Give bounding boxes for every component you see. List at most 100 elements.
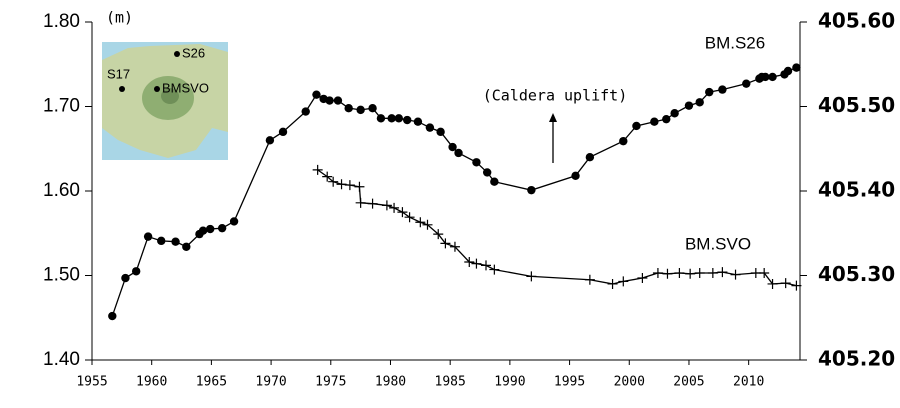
x-tick-label: 1995 [554,375,585,390]
marker [413,117,423,126]
x-tick-label: 2010 [733,375,764,390]
y-tick-label: 1.40 [43,349,80,370]
marker [425,123,435,132]
y-tick-label: 1.60 [43,180,80,201]
x-tick-label: 1975 [315,375,346,390]
annotation-arrowhead [549,113,557,122]
marker [415,217,426,228]
y2-tick-label: 405.60 [818,9,895,33]
marker [618,276,629,287]
y2-tick-label: 405.50 [818,93,895,117]
marker [312,90,321,99]
marker [387,114,396,123]
x-tick-label: 1990 [494,375,525,390]
x-tick-label: 1980 [375,375,406,390]
marker [404,212,415,223]
marker [571,171,580,180]
inset-peak [161,88,179,104]
inset-dot [119,86,125,92]
series-label: BM.SVO [685,234,751,253]
marker [367,198,378,209]
marker [322,171,333,182]
marker [674,267,685,278]
marker [526,271,537,282]
marker [670,109,679,118]
marker [198,226,208,235]
marker [354,181,365,192]
marker [684,101,694,110]
marker [632,121,641,131]
marker [527,185,536,195]
marker [464,256,475,267]
marker [791,280,802,291]
marker [489,264,500,275]
marker [718,85,727,94]
marker [312,164,323,175]
y-tick-label: 1.70 [43,96,80,117]
marker [402,115,412,125]
marker [662,268,673,279]
marker [121,273,130,283]
marker [448,142,457,152]
x-tick-label: 1965 [196,375,227,390]
marker [433,229,444,240]
marker [759,267,770,278]
y2-tick-label: 405.40 [818,178,895,202]
marker [301,107,310,116]
marker [355,197,366,208]
y-tick-label: 1.50 [43,265,80,286]
marker [333,96,343,105]
marker [394,114,404,123]
x-tick-label: 2000 [614,375,645,390]
inset-label: BMSVO [162,80,209,95]
marker [328,176,339,187]
marker [730,269,741,280]
marker [761,72,770,82]
marker [780,278,791,289]
x-tick-label: 1970 [255,375,286,390]
marker [707,267,718,278]
marker [585,153,595,162]
series-line [317,169,797,287]
marker [143,232,153,241]
marker [436,127,445,137]
marker [637,273,648,284]
x-tick-label: 2005 [673,375,704,390]
marker [217,223,227,233]
marker [742,79,751,88]
marker [471,258,482,269]
marker [440,238,451,249]
marker [472,158,481,167]
marker [397,207,408,218]
marker [389,202,400,213]
marker [650,117,659,126]
x-tick-label: 1955 [76,375,107,390]
marker [695,98,704,107]
marker [694,267,705,278]
marker [157,236,166,246]
y2-tick-label: 405.20 [818,347,895,371]
inset-dot [174,51,180,57]
marker [131,267,141,276]
inset-label: S26 [182,45,205,60]
y2-tick-label: 405.30 [818,262,895,286]
marker [325,96,334,105]
marker [607,278,618,289]
marker [652,267,663,278]
marker [490,177,499,186]
marker [381,200,392,211]
marker [344,103,353,113]
y-unit: (m) [106,9,133,27]
marker [482,168,492,177]
marker [449,241,460,252]
annotation: (Caldera uplift) [483,87,628,105]
inset-map: S26 S17 BMSVO [102,42,228,160]
marker [750,267,761,278]
marker [336,179,347,190]
marker [205,224,215,234]
marker [705,87,714,97]
inset-dot [154,86,160,92]
marker [171,237,180,246]
marker [767,278,778,289]
